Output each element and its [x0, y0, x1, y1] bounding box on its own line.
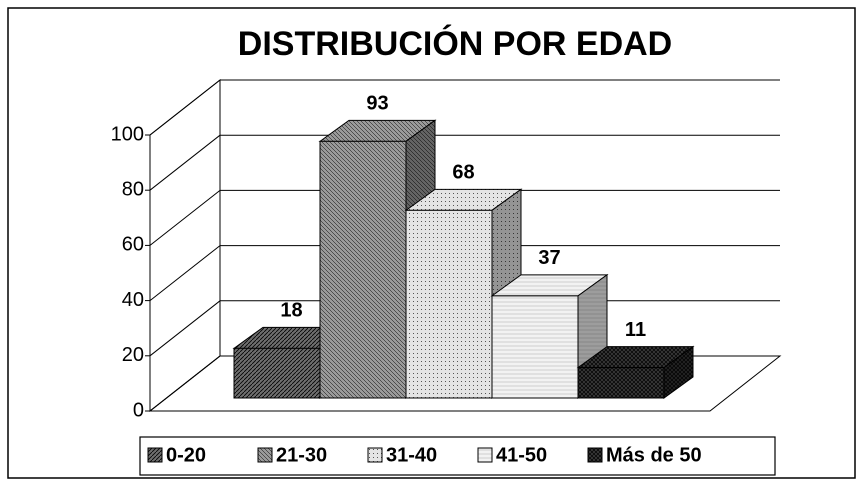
grid-line: [149, 245, 221, 301]
y-tick-label: 80: [122, 178, 144, 200]
bar: [233, 347, 321, 399]
y-tick-label: 100: [111, 123, 144, 145]
legend-box: [139, 436, 776, 476]
bar: [405, 209, 493, 399]
grid-line: [149, 190, 221, 246]
bar: [577, 367, 665, 399]
grid-line: [149, 300, 221, 357]
legend-swatch: [477, 447, 493, 463]
data-label: 68: [452, 162, 474, 184]
legend-swatch: [367, 447, 383, 463]
legend-label: 21-30: [276, 444, 327, 466]
bar: [319, 140, 407, 399]
legend-label: Más de 50: [606, 444, 702, 466]
legend-label: 41-50: [496, 444, 547, 466]
legend-label: 0-20: [166, 444, 206, 466]
y-tick-label: 40: [122, 289, 144, 311]
legend-label: 31-40: [386, 444, 437, 466]
chart-title: DISTRIBUCIÓN POR EDAD: [238, 25, 672, 63]
y-tick-label: 20: [122, 344, 144, 366]
legend-swatch: [257, 447, 273, 463]
bar-side-shade: [664, 346, 693, 398]
grid-line: [149, 79, 221, 136]
grid-line: [149, 355, 221, 412]
legend-swatch: [147, 447, 163, 463]
data-label: 11: [625, 319, 646, 341]
data-label: 37: [538, 247, 560, 269]
bar: [491, 295, 579, 399]
data-label: 18: [280, 300, 302, 322]
data-label: 93: [366, 93, 388, 115]
grid-line: [149, 134, 221, 191]
y-tick-label: 0: [133, 399, 144, 421]
legend-swatch: [587, 447, 603, 463]
y-tick-label: 60: [122, 234, 144, 256]
